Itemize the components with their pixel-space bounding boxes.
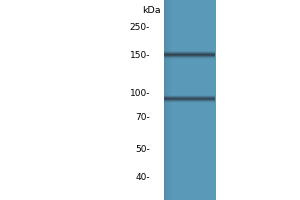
Text: 100-: 100-	[130, 88, 150, 98]
Bar	[168, 0, 169, 200]
Bar	[164, 54, 214, 55]
Bar	[169, 0, 170, 200]
Text: 250-: 250-	[130, 22, 150, 31]
Bar	[164, 58, 214, 59]
Bar	[164, 0, 165, 200]
Bar	[165, 0, 166, 200]
Bar	[167, 0, 168, 200]
Bar	[164, 101, 214, 102]
Bar	[168, 0, 169, 200]
Text: 40-: 40-	[135, 172, 150, 182]
Bar	[164, 97, 214, 98]
Bar	[164, 57, 214, 58]
Bar	[166, 0, 167, 200]
Bar	[165, 0, 166, 200]
Bar	[164, 100, 214, 101]
Bar	[169, 0, 170, 200]
Bar	[170, 0, 171, 200]
Text: 70-: 70-	[135, 112, 150, 121]
Bar	[164, 102, 214, 103]
Text: kDa: kDa	[142, 6, 161, 15]
Bar	[164, 55, 214, 56]
Bar	[164, 51, 214, 52]
Bar	[171, 0, 172, 200]
Bar	[164, 95, 214, 96]
Bar	[164, 0, 216, 200]
Bar	[164, 53, 214, 54]
Bar	[164, 0, 165, 200]
Bar	[164, 56, 214, 57]
Bar	[169, 0, 170, 200]
Bar	[164, 96, 214, 97]
Text: 150-: 150-	[130, 50, 150, 60]
Bar	[164, 98, 214, 99]
Bar	[166, 0, 167, 200]
Bar	[164, 99, 214, 100]
Bar	[170, 0, 171, 200]
Bar	[167, 0, 168, 200]
Text: 50-: 50-	[135, 144, 150, 154]
Bar	[164, 52, 214, 53]
Bar	[164, 59, 214, 60]
